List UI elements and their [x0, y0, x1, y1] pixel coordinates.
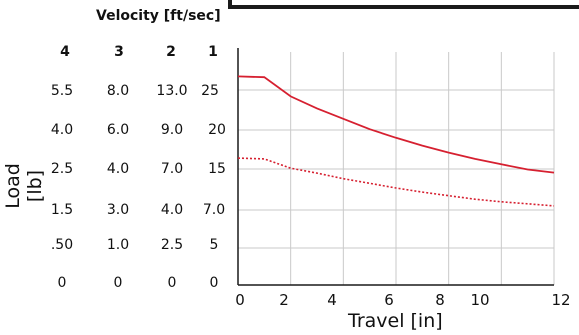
velocity-cell: 9.0 — [160, 122, 184, 138]
velocity-column-head: 3 — [114, 44, 124, 60]
velocity-column-head: 1 — [208, 44, 218, 60]
velocity-column-head: 2 — [166, 44, 176, 60]
x-tick-label: 4 — [327, 291, 337, 309]
velocity-cell: 8.0 — [106, 83, 130, 99]
velocity-header: Velocity [ft/sec] — [96, 8, 221, 24]
series-line-dotted — [237, 157, 555, 207]
velocity-cell: 20 — [208, 122, 226, 138]
velocity-cell: 7.0 — [160, 161, 184, 177]
velocity-cell: 5 — [209, 237, 219, 253]
velocity-cell: 2.5 — [50, 161, 74, 177]
velocity-cell: 5.5 — [50, 83, 74, 99]
x-tick-label: 12 — [551, 291, 571, 309]
velocity-cell: 0 — [209, 275, 219, 291]
velocity-cell: 1.0 — [106, 237, 130, 253]
x-tick-label: 2 — [279, 291, 289, 309]
velocity-column-head: 4 — [60, 44, 70, 60]
velocity-cell: 4.0 — [106, 161, 130, 177]
velocity-cell: 0 — [113, 275, 123, 291]
grid-lines — [237, 52, 555, 286]
velocity-cell: 0 — [167, 275, 177, 291]
x-tick-label: 8 — [435, 291, 445, 309]
velocity-cell: 25 — [201, 83, 219, 99]
velocity-cell: 13.0 — [156, 83, 188, 99]
x-axis-label: Travel [in] — [348, 310, 443, 332]
x-tick-label: 6 — [384, 291, 394, 309]
velocity-cell: 4.0 — [50, 122, 74, 138]
x-tick-label: 10 — [470, 291, 490, 309]
series-lines — [237, 75, 555, 207]
velocity-cell: 3.0 — [106, 202, 130, 218]
velocity-cell: 7.0 — [202, 202, 226, 218]
velocity-cell: 6.0 — [106, 122, 130, 138]
series-line-solid — [237, 75, 555, 174]
axes — [237, 48, 554, 286]
velocity-cell: 0 — [57, 275, 67, 291]
velocity-cell: 2.5 — [160, 237, 184, 253]
velocity-cell: 1.5 — [50, 202, 74, 218]
velocity-cell: .50 — [50, 237, 74, 253]
velocity-cell: 4.0 — [160, 202, 184, 218]
x-tick-label: 0 — [235, 291, 245, 309]
velocity-cell: 15 — [208, 161, 226, 177]
header-box-border — [228, 0, 579, 9]
